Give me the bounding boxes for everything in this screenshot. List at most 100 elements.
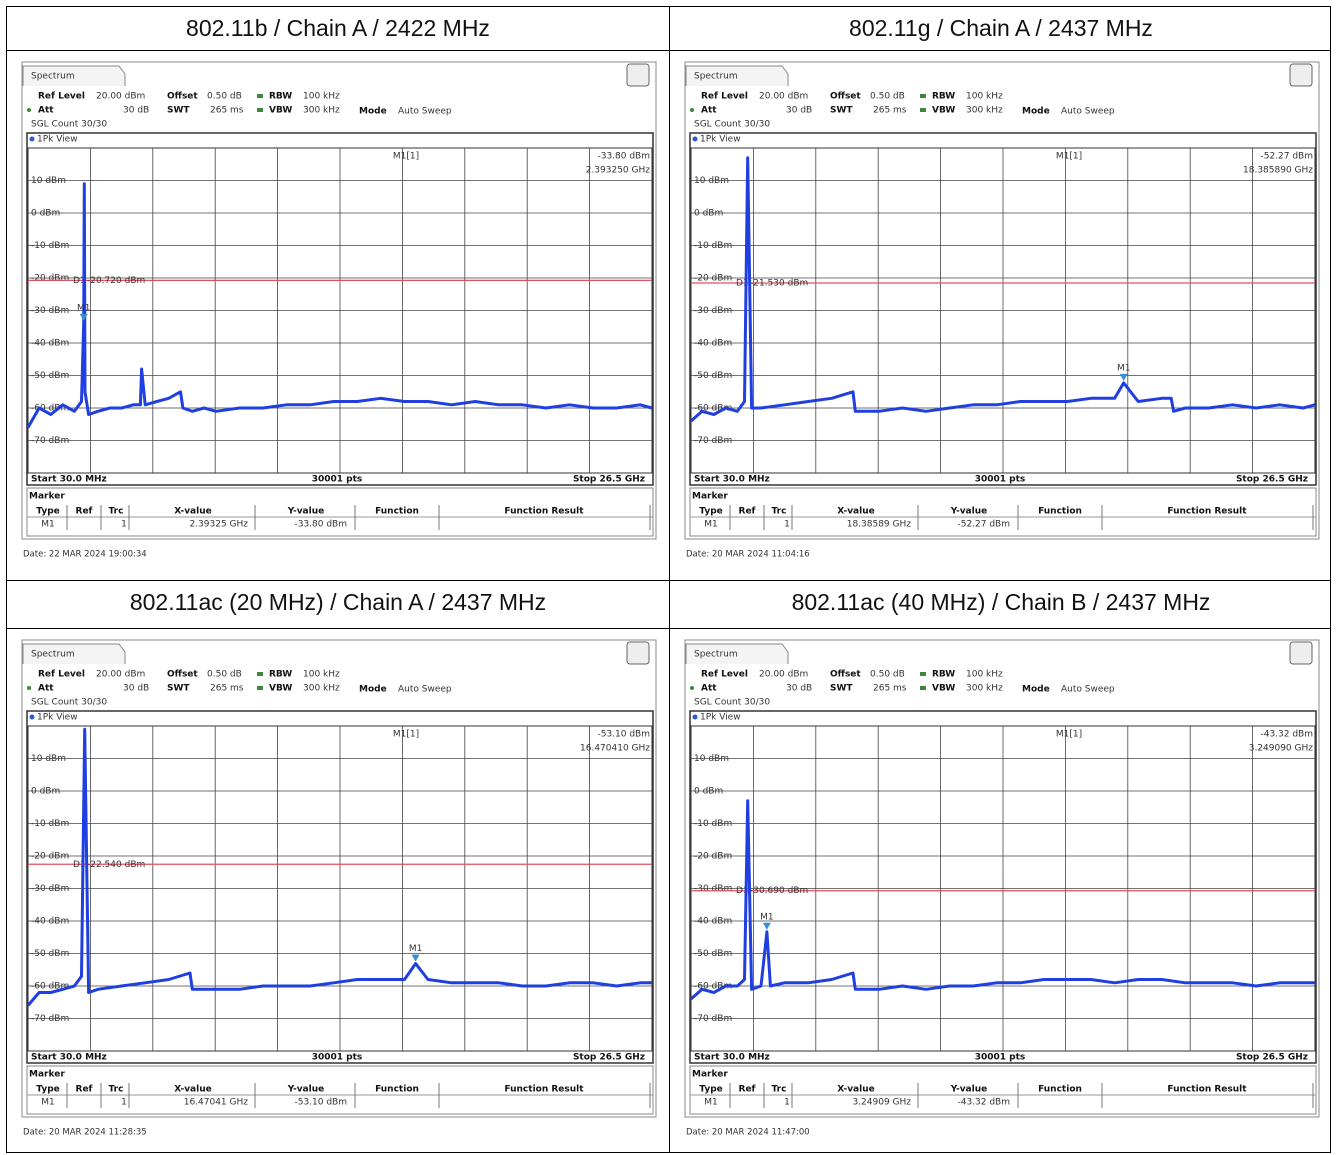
setting-value: 300 kHz xyxy=(966,106,1003,116)
panel-title: 802.11ac (20 MHz) / Chain A / 2437 MHz xyxy=(7,589,669,616)
marker-readout-x: 3.249090 GHz xyxy=(1249,744,1314,754)
setting-label: Att xyxy=(701,684,717,694)
setting-label: RBW xyxy=(932,92,955,102)
setting-value: 100 kHz xyxy=(303,92,340,102)
points-label: 30001 pts xyxy=(312,1053,363,1063)
setting-value: 265 ms xyxy=(873,684,907,694)
marker-table-header: Function xyxy=(375,507,419,517)
setting-value: 0.50 dB xyxy=(870,670,905,680)
date: Date: 20 MAR 2024 11:04:16 xyxy=(686,550,810,560)
setting-label: Mode xyxy=(359,685,387,695)
marker-table-header: Trc xyxy=(109,1085,124,1095)
coupling-indicator xyxy=(920,672,926,676)
y-tick-label: 0 dBm xyxy=(31,787,60,797)
view-label: 1Pk View xyxy=(700,135,741,145)
indicator xyxy=(27,686,31,690)
panel-title: 802.11g / Chain A / 2437 MHz xyxy=(670,15,1332,42)
stop-label: Stop 26.5 GHz xyxy=(1236,475,1308,485)
marker-name: M1 xyxy=(409,944,423,954)
indicator xyxy=(27,108,31,112)
indicator xyxy=(690,108,694,112)
marker-readout-name: M1[1] xyxy=(393,152,419,162)
y-tick-label: -10 dBm xyxy=(694,241,732,251)
y-tick-label: -50 dBm xyxy=(694,371,732,381)
marker-name: M1 xyxy=(77,303,91,313)
setting-value: 20.00 dBm xyxy=(759,670,808,680)
view-dot xyxy=(30,715,35,720)
display-line-label: -21.530 dBm xyxy=(750,278,808,288)
setting-label: RBW xyxy=(269,92,292,102)
setting-value: SGL Count 30/30 xyxy=(694,698,770,708)
marker-table-header: Ref xyxy=(76,1085,93,1095)
setting-label: Offset xyxy=(830,670,861,680)
date: Date: 20 MAR 2024 11:47:00 xyxy=(686,1128,810,1138)
setting-label: VBW xyxy=(932,106,955,116)
setting-label: Mode xyxy=(1022,107,1050,117)
y-tick-label: 10 dBm xyxy=(694,176,729,186)
marker-table-trace: 1 xyxy=(784,520,790,530)
date: Date: 20 MAR 2024 11:28:35 xyxy=(23,1128,147,1138)
display-line-label: -22.540 dBm xyxy=(87,860,145,870)
setting-label: Att xyxy=(38,684,54,694)
marker-table-title: Marker xyxy=(692,1070,728,1080)
y-tick-label: -40 dBm xyxy=(694,917,732,927)
y-tick-label: -50 dBm xyxy=(31,371,69,381)
setting-label: RBW xyxy=(269,670,292,680)
setting-label: Offset xyxy=(830,92,861,102)
panel-title: 802.11ac (40 MHz) / Chain B / 2437 MHz xyxy=(670,589,1332,616)
tab-label: Spectrum xyxy=(694,650,738,660)
y-tick-label: -10 dBm xyxy=(31,819,69,829)
setting-label: RBW xyxy=(932,670,955,680)
view-dot xyxy=(693,137,698,142)
setting-label: Ref Level xyxy=(38,670,85,680)
marker-table-header: Ref xyxy=(739,1085,756,1095)
start-label: Start 30.0 MHz xyxy=(694,475,770,485)
icon xyxy=(1290,642,1312,664)
marker-table-header: Type xyxy=(699,1085,722,1095)
tab-label: Spectrum xyxy=(694,72,738,82)
marker-table-trace: 1 xyxy=(121,1098,127,1108)
marker-readout-y: -53.10 dBm xyxy=(597,730,650,740)
icon xyxy=(627,642,649,664)
y-tick-label: -50 dBm xyxy=(31,949,69,959)
marker-table-trace: 1 xyxy=(121,520,127,530)
setting-value: 30 dB xyxy=(123,106,149,116)
marker-readout-x: 2.393250 GHz xyxy=(586,166,651,176)
y-tick-label: -20 dBm xyxy=(31,852,69,862)
setting-value: 300 kHz xyxy=(303,684,340,694)
setting-label: Mode xyxy=(359,107,387,117)
marker-table-header: Function Result xyxy=(1167,1085,1247,1095)
marker-table-header: Ref xyxy=(76,507,93,517)
setting-label: SWT xyxy=(830,684,853,694)
y-tick-label: -40 dBm xyxy=(694,339,732,349)
marker-table-x: 16.47041 GHz xyxy=(184,1098,249,1108)
marker-table-header: Function Result xyxy=(1167,507,1247,517)
view-label: 1Pk View xyxy=(700,713,741,723)
marker-readout-x: 16.470410 GHz xyxy=(580,744,650,754)
setting-label: Mode xyxy=(1022,685,1050,695)
start-label: Start 30.0 MHz xyxy=(694,1053,770,1063)
setting-value: Auto Sweep xyxy=(1061,107,1115,117)
display-line-label: -20.720 dBm xyxy=(87,276,145,286)
marker-table-y: -52.27 dBm xyxy=(957,520,1010,530)
setting-label: Att xyxy=(38,106,54,116)
marker-table-x: 18.38589 GHz xyxy=(847,520,912,530)
marker-table-header: Type xyxy=(699,507,722,517)
icon xyxy=(627,64,649,86)
marker-table-y: -43.32 dBm xyxy=(957,1098,1010,1108)
start-label: Start 30.0 MHz xyxy=(31,475,107,485)
y-tick-label: -50 dBm xyxy=(694,949,732,959)
y-tick-label: 10 dBm xyxy=(694,754,729,764)
coupling-indicator xyxy=(257,686,263,690)
setting-value: SGL Count 30/30 xyxy=(31,698,107,708)
date: Date: 22 MAR 2024 19:00:34 xyxy=(23,550,147,560)
analyzer-screenshot: SpectrumRef Level20.00 dBmOffset0.50 dBR… xyxy=(670,50,1330,574)
y-tick-label: 10 dBm xyxy=(31,176,66,186)
setting-value: 30 dB xyxy=(786,684,812,694)
marker-table-type: M1 xyxy=(41,1098,55,1108)
marker-table-title: Marker xyxy=(692,492,728,502)
marker-table-header: Y-value xyxy=(287,1085,324,1095)
tab-label: Spectrum xyxy=(31,72,75,82)
y-tick-label: -20 dBm xyxy=(694,852,732,862)
coupling-indicator xyxy=(920,108,926,112)
